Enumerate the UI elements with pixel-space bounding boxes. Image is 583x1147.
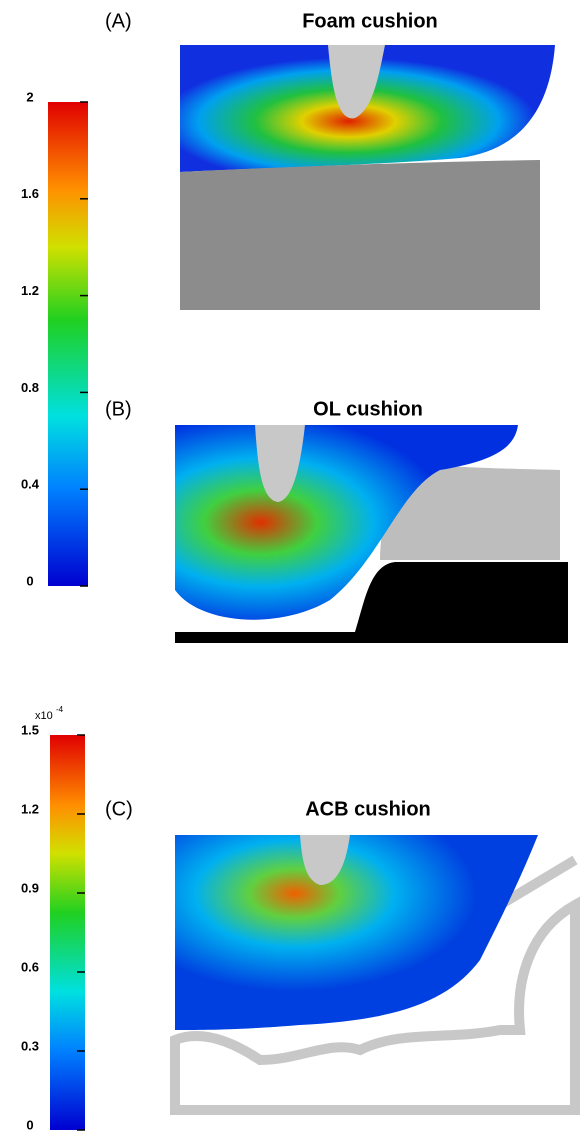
- panel-title: OL cushion: [313, 398, 423, 420]
- colorbar-tick-label: 0.8: [21, 380, 39, 395]
- panel-title: ACB cushion: [305, 798, 431, 820]
- indenter: [255, 425, 305, 502]
- panel-label: (A): [105, 10, 132, 32]
- exponent: -4: [56, 705, 64, 714]
- colorbar-tick-label: 1.2: [21, 283, 39, 298]
- colorbar-tick-label: 1.5: [21, 722, 39, 737]
- field-image: [175, 835, 538, 1030]
- colorbar-tick-label: 0.3: [21, 1038, 39, 1053]
- panel-label: (B): [105, 398, 132, 420]
- indenter: [300, 835, 350, 885]
- colorbar-tick-label: 0: [26, 573, 33, 588]
- colorbar-tick-label: 0: [26, 1117, 33, 1132]
- colorbar-tick-label: 0.6: [21, 959, 39, 974]
- colorbar-tick-label: 1.6: [21, 186, 39, 201]
- colorbar-tick-label: 0.4: [21, 477, 40, 492]
- colorbar-2: [50, 735, 85, 1130]
- base-black: [175, 562, 568, 643]
- base-block: [180, 160, 540, 310]
- support-outline: [170, 855, 580, 1115]
- support-gray: [380, 465, 560, 560]
- colorbar-1: [48, 102, 88, 586]
- panel-title: Foam cushion: [302, 10, 438, 32]
- colorbar-tick-label: 2: [26, 89, 33, 104]
- colorbar-tick-label: 0.9: [21, 880, 39, 895]
- panel-label: (C): [105, 798, 133, 820]
- multiplier: x10: [35, 710, 53, 722]
- indenter: [328, 45, 385, 119]
- colorbar-tick-label: 1.2: [21, 801, 39, 816]
- field-image: [180, 45, 555, 172]
